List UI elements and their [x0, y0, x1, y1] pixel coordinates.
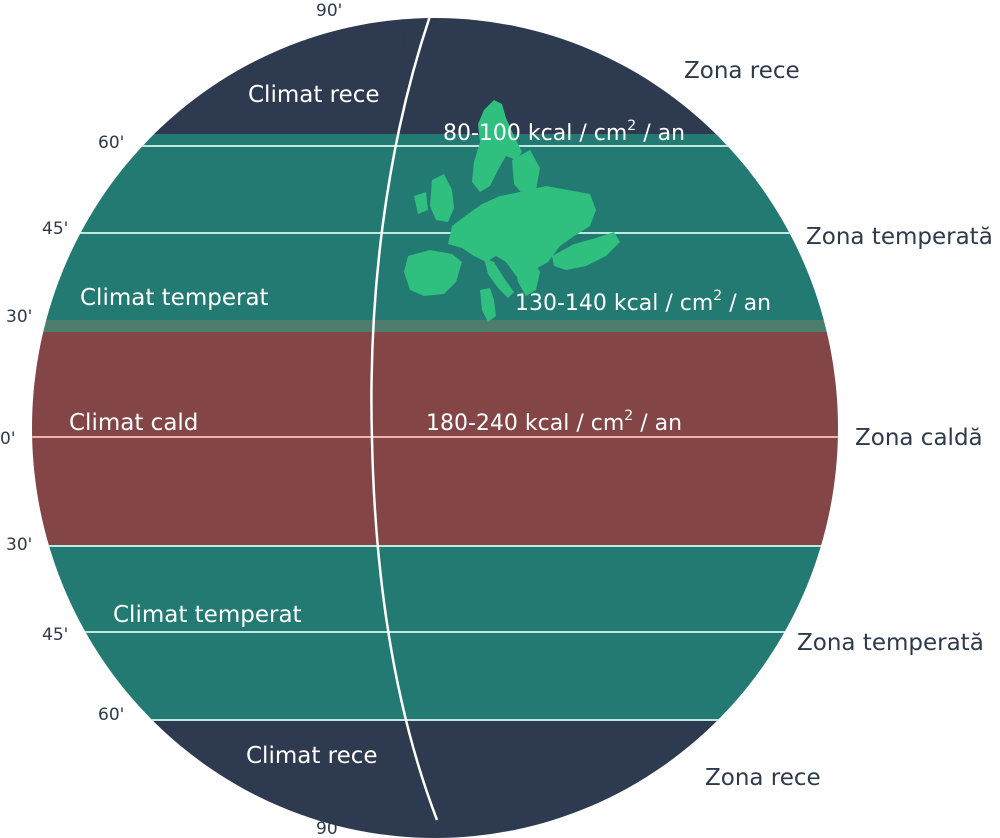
europe-map-icon	[404, 100, 620, 322]
latitude-label-45n: 45'	[42, 219, 68, 239]
zone-label-north-cold: Zona rece	[684, 58, 800, 84]
latitude-label-30n: 30'	[6, 307, 32, 327]
warm-band	[32, 332, 838, 546]
radiation-label-temperate: 130-140 kcal / cm2 / an	[515, 288, 771, 316]
latitude-label-top-90: 90'	[316, 1, 342, 21]
zone-label-north-temperate: Zona temperată	[806, 224, 993, 250]
climate-label-north-temperate: Climat temperat	[80, 285, 269, 311]
radiation-label-cold: 80-100 kcal / cm2 / an	[443, 118, 685, 146]
south-cold-band	[32, 720, 838, 838]
climate-label-warm: Climat cald	[69, 410, 198, 436]
latitude-label-45s: 45'	[42, 625, 68, 645]
climate-label-north-cold: Climat rece	[248, 82, 380, 108]
latitude-label-equator: 0'	[0, 429, 16, 449]
latitude-label-30s: 30'	[6, 535, 32, 555]
subtropical-transition-strip	[32, 320, 838, 332]
zone-label-south-cold: Zona rece	[705, 765, 821, 791]
latitude-label-60n: 60'	[98, 133, 124, 153]
climate-label-south-temperate: Climat temperat	[113, 602, 302, 628]
prime-meridian	[370, 18, 439, 821]
climate-label-south-cold: Climat rece	[246, 743, 378, 769]
zone-label-south-temperate: Zona temperată	[797, 630, 984, 656]
meridian-label-0: 0'	[396, 31, 412, 51]
latitude-label-bottom-90: 90'	[316, 819, 342, 838]
radiation-label-warm: 180-240 kcal / cm2 / an	[426, 408, 682, 436]
zone-label-warm: Zona caldă	[855, 425, 983, 451]
latitude-label-60s: 60'	[98, 705, 124, 725]
